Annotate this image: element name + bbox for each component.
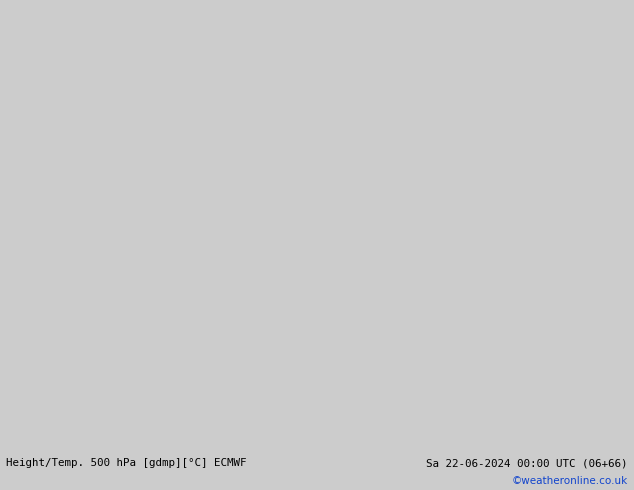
- Text: -10: -10: [575, 315, 591, 324]
- Text: 536: 536: [588, 360, 607, 370]
- Polygon shape: [148, 117, 195, 160]
- Polygon shape: [190, 164, 236, 176]
- Text: ©weatheronline.co.uk: ©weatheronline.co.uk: [512, 476, 628, 486]
- Text: -25: -25: [116, 287, 134, 301]
- Polygon shape: [342, 151, 393, 168]
- Text: 560: 560: [5, 302, 24, 314]
- Polygon shape: [226, 189, 396, 301]
- Polygon shape: [448, 324, 477, 337]
- Polygon shape: [353, 308, 372, 324]
- Text: -15: -15: [5, 322, 21, 333]
- Text: -15: -15: [586, 365, 602, 375]
- Text: -20: -20: [5, 378, 21, 388]
- Text: 552: 552: [191, 269, 212, 286]
- Text: -5: -5: [564, 264, 574, 274]
- Text: -25: -25: [174, 305, 190, 316]
- Text: 576: 576: [417, 240, 436, 260]
- Text: -25: -25: [403, 294, 422, 308]
- Text: 584: 584: [174, 238, 195, 255]
- Text: 592: 592: [146, 228, 167, 244]
- Polygon shape: [495, 206, 507, 219]
- Polygon shape: [249, 130, 275, 147]
- Text: -30: -30: [172, 366, 190, 384]
- Polygon shape: [401, 164, 427, 185]
- Text: Sa 22-06-2024 00:00 UTC (06+66): Sa 22-06-2024 00:00 UTC (06+66): [426, 458, 628, 468]
- Text: -5: -5: [164, 262, 174, 272]
- Polygon shape: [203, 122, 245, 151]
- Text: 544: 544: [34, 315, 53, 327]
- Polygon shape: [271, 176, 296, 181]
- Text: 0: 0: [160, 224, 166, 234]
- Text: -20: -20: [583, 368, 598, 378]
- Text: -30: -30: [239, 393, 256, 412]
- Polygon shape: [245, 75, 279, 109]
- Text: 528: 528: [190, 291, 210, 307]
- Polygon shape: [283, 130, 300, 143]
- Polygon shape: [448, 197, 461, 223]
- Text: -20: -20: [150, 291, 167, 304]
- Text: 568: 568: [329, 226, 350, 242]
- Polygon shape: [169, 117, 186, 134]
- Text: Height/Temp. 500 hPa [gdmp][°C] ECMWF: Height/Temp. 500 hPa [gdmp][°C] ECMWF: [6, 458, 247, 468]
- Polygon shape: [236, 172, 266, 178]
- Text: -10: -10: [5, 267, 20, 277]
- Polygon shape: [469, 291, 499, 314]
